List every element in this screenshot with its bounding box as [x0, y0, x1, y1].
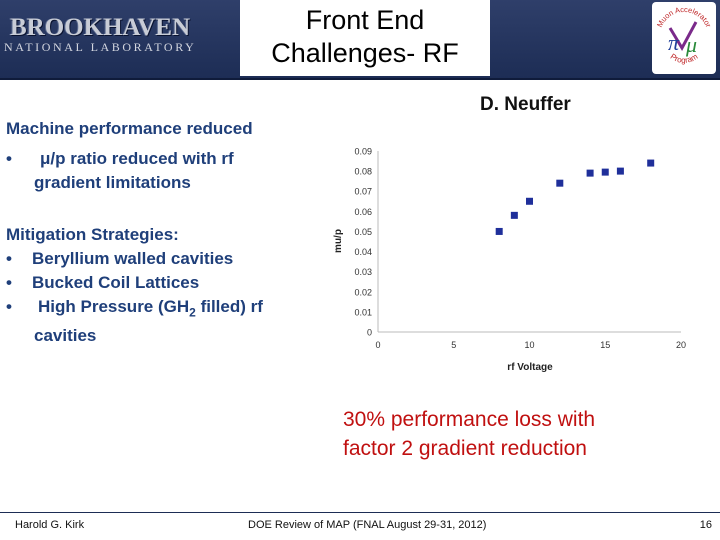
- mitigation-item3-post: filled) rf: [195, 297, 263, 316]
- scatter-chart: 0 0.01 0.02 0.03 0.04 0.05 0.06 0.07 0.08 0.09 0 5…: [333, 147, 686, 374]
- y-tick-label: 0.02: [354, 287, 372, 297]
- map-logo-graphic: Muon Accelerator Program π μ: [655, 5, 713, 65]
- data-point: [586, 169, 594, 177]
- y-tick-label: 0.01: [354, 307, 372, 317]
- slide-title: Front End Challenges- RF: [240, 0, 490, 76]
- header-bar: BROOKHAVEN NATIONAL LABORATORY Front End…: [0, 0, 720, 80]
- mitigation-item3-sub: 2: [189, 305, 196, 320]
- y-tick-labels: 0 0.01 0.02 0.03 0.04 0.05 0.06 0.07 0.08 0.09: [354, 147, 372, 338]
- mitigation-item: • Beryllium walled cavities: [6, 247, 263, 271]
- footer: Harold G. Kirk DOE Review of MAP (FNAL A…: [0, 512, 720, 540]
- y-tick-label: 0: [367, 328, 372, 338]
- slide-title-line2: Challenges- RF: [271, 38, 459, 68]
- data-point: [526, 197, 533, 205]
- brookhaven-logo: BROOKHAVEN NATIONAL LABORATORY: [4, 14, 200, 60]
- mitigation-block: Mitigation Strategies: • Beryllium walled…: [6, 223, 263, 348]
- bullet-marker: •: [6, 149, 12, 168]
- mitigation-item3-pre: High Pressure (GH: [38, 297, 190, 316]
- y-tick-label: 0.06: [354, 207, 372, 217]
- x-tick-label: 15: [600, 340, 610, 350]
- y-tick-label: 0.09: [354, 147, 372, 157]
- map-logo-pi-glyph: π: [668, 30, 680, 55]
- y-tick-label: 0.08: [354, 167, 372, 177]
- data-point: [556, 179, 564, 187]
- x-tick-label: 5: [451, 340, 456, 350]
- performance-bullet: • μ/p ratio reduced with rf gradient limi…: [6, 147, 234, 195]
- brookhaven-logo-subtitle: NATIONAL LABORATORY: [4, 40, 197, 54]
- map-logo-mu-glyph: μ: [685, 32, 697, 57]
- footer-event: DOE Review of MAP (FNAL August 29-31, 20…: [248, 519, 487, 531]
- map-logo: Muon Accelerator Program π μ: [652, 2, 716, 74]
- conclusion-line2: factor 2 gradient reduction: [343, 437, 587, 460]
- mitigation-item-label: Beryllium walled cavities: [32, 249, 234, 268]
- map-logo-top-text: Muon Accelerator: [655, 5, 713, 29]
- y-tick-label: 0.07: [354, 187, 372, 197]
- mitigation-item: • Bucked Coil Lattices: [6, 271, 263, 295]
- mitigation-item-label: Bucked Coil Lattices: [32, 273, 200, 292]
- author-name: D. Neuffer: [480, 94, 571, 115]
- conclusion-text: 30% performance loss with factor 2 gradi…: [343, 405, 683, 463]
- x-tick-label: 0: [375, 340, 380, 350]
- performance-heading: Machine performance reduced: [6, 119, 253, 138]
- data-point: [510, 211, 518, 219]
- bullet-marker: •: [6, 297, 12, 316]
- bullet-marker: •: [6, 249, 12, 268]
- conclusion-line1: 30% performance loss with: [343, 408, 596, 431]
- map-logo-bottom-text: Program: [669, 52, 700, 65]
- y-tick-label: 0.04: [354, 247, 372, 257]
- x-axis-label: rf Voltage: [507, 362, 553, 373]
- data-point: [647, 159, 655, 167]
- page-number: 16: [699, 519, 712, 531]
- chart-axes: [377, 151, 681, 333]
- y-axis-label: mu/p: [333, 229, 344, 253]
- footer-presenter: Harold G. Kirk: [15, 519, 85, 531]
- y-tick-label: 0.03: [354, 267, 372, 277]
- data-point: [601, 168, 609, 176]
- x-tick-label: 10: [524, 340, 534, 350]
- y-tick-label: 0.05: [354, 227, 372, 237]
- slide-title-line1: Front End: [305, 5, 425, 35]
- bullet-marker: •: [6, 273, 12, 292]
- performance-bullet-line2: gradient limitations: [34, 173, 191, 192]
- footer-divider: [0, 512, 720, 513]
- data-point: [616, 167, 624, 175]
- mitigation-item: • High Pressure (GH2 filled) rf: [6, 295, 263, 324]
- map-logo-mu-stroke: [668, 21, 698, 52]
- data-point: [495, 227, 503, 235]
- brookhaven-logo-name: BROOKHAVEN: [10, 14, 191, 41]
- mitigation-item-label: High Pressure (GH2 filled) rf: [32, 297, 263, 320]
- data-points: [495, 159, 655, 235]
- x-tick-label: 20: [676, 340, 686, 350]
- performance-bullet-line1: μ/p ratio reduced with rf: [40, 149, 234, 168]
- mitigation-heading: Mitigation Strategies:: [6, 225, 179, 244]
- mitigation-item3-line2: cavities: [34, 326, 97, 346]
- x-tick-labels: 0 5 10 15 20: [375, 340, 686, 350]
